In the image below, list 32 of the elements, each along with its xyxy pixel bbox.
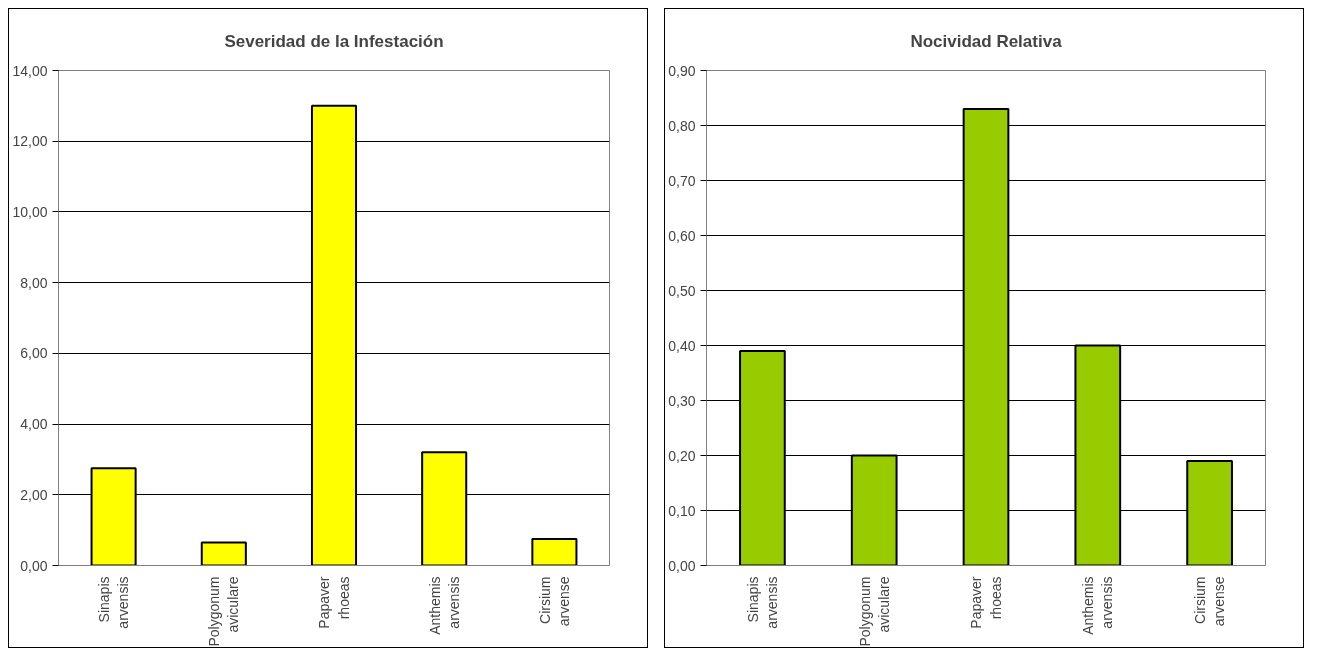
y-tick-label: 0,00	[20, 557, 48, 574]
x-tick-label: Cirsium arvense	[1192, 576, 1228, 627]
x-tick-label: Papaver rhoeas	[316, 576, 352, 629]
bar	[200, 541, 247, 566]
bar	[531, 537, 578, 566]
x-tick-label: Papaver rhoeas	[968, 576, 1004, 629]
y-tick-label: 0,10	[668, 502, 696, 519]
y-tick-label: 0,60	[668, 227, 696, 244]
y-tick-label: 12,00	[12, 133, 48, 150]
chart-title: Nocividad Relativa	[910, 31, 1063, 51]
y-tick-label: 14,00	[12, 62, 48, 79]
x-tick-label: Sinapis arvensis	[744, 576, 780, 629]
y-tick-label: 0,80	[668, 117, 696, 134]
y-tick-label: 0,00	[668, 557, 696, 574]
y-tick-label: 8,00	[20, 274, 48, 291]
y-tick-label: 6,00	[20, 345, 48, 362]
y-tick-label: 2,00	[20, 486, 48, 503]
x-tick-label: Polygonum aviculare	[206, 576, 242, 647]
y-tick-label: 0,20	[668, 447, 696, 464]
x-tick-label: Polygonum aviculare	[856, 576, 892, 647]
y-tick-label: 0,70	[668, 172, 696, 189]
y-tick-label: 4,00	[20, 416, 48, 433]
x-tick-label: Sinapis arvensis	[96, 576, 132, 629]
y-tick-label: 0,40	[668, 337, 696, 354]
y-tick-label: 10,00	[12, 203, 48, 220]
x-tick-label: Anthemis arvensis	[1080, 576, 1116, 635]
y-tick-label: 0,50	[668, 282, 696, 299]
x-tick-label: Cirsium arvense	[536, 576, 572, 627]
y-tick-label: 0,30	[668, 392, 696, 409]
x-tick-label: Anthemis arvensis	[426, 576, 462, 635]
y-tick-label: 0,90	[668, 62, 696, 79]
chart-title: Severidad de la Infestación	[224, 31, 444, 51]
